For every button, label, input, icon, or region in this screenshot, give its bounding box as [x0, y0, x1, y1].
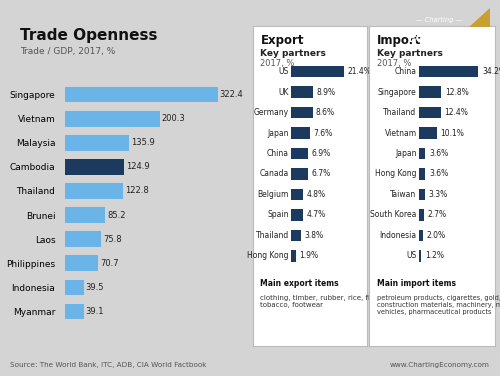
Text: 2.0%: 2.0%	[426, 231, 446, 240]
Text: Singapore: Singapore	[378, 88, 416, 97]
Text: clothing, timber, rubber, rice, fish,
tobacco, footwear: clothing, timber, rubber, rice, fish, to…	[260, 295, 381, 308]
Text: — Charting —: — Charting —	[416, 17, 463, 23]
Text: Export: Export	[260, 34, 304, 47]
Bar	[292, 189, 303, 200]
Text: petroleum products, cigarettes, gold,
construction materials, machinery, motor
v: petroleum products, cigarettes, gold, co…	[378, 295, 500, 315]
Text: Japan: Japan	[395, 149, 416, 158]
Text: ®: ®	[476, 50, 484, 56]
Text: Indonesia: Indonesia	[380, 231, 416, 240]
Text: 2.7%: 2.7%	[428, 211, 446, 219]
Bar	[419, 250, 421, 262]
Text: 12.4%: 12.4%	[444, 108, 468, 117]
Text: 322.4: 322.4	[220, 90, 244, 99]
Text: China: China	[394, 67, 416, 76]
Text: Belgium: Belgium	[258, 190, 289, 199]
Polygon shape	[468, 8, 490, 27]
Text: 200.3: 200.3	[162, 114, 186, 123]
Bar	[65, 255, 98, 271]
Text: 21.4%: 21.4%	[348, 67, 372, 76]
Bar	[292, 230, 300, 241]
Text: 4.7%: 4.7%	[306, 211, 326, 219]
Text: 8.9%: 8.9%	[316, 88, 336, 97]
Text: US: US	[406, 251, 416, 260]
Text: South Korea: South Korea	[370, 211, 416, 219]
Bar	[65, 87, 218, 103]
Bar	[419, 230, 422, 241]
Bar	[419, 209, 424, 221]
Bar	[65, 111, 160, 127]
Bar	[419, 189, 425, 200]
Text: Main export items: Main export items	[260, 279, 339, 288]
Text: Import: Import	[378, 34, 422, 47]
Bar	[65, 159, 124, 175]
Bar	[292, 250, 296, 262]
Bar	[419, 107, 440, 118]
Bar	[419, 168, 426, 180]
Text: Main import items: Main import items	[378, 279, 456, 288]
Bar	[65, 207, 106, 223]
Text: 6.9%: 6.9%	[312, 149, 331, 158]
Text: 2017, %: 2017, %	[260, 59, 295, 68]
Text: Spain: Spain	[268, 211, 289, 219]
Bar	[419, 66, 478, 77]
Text: 1.9%: 1.9%	[300, 251, 318, 260]
Bar	[65, 303, 84, 319]
Text: Hong Kong: Hong Kong	[248, 251, 289, 260]
Bar	[292, 107, 312, 118]
Text: 3.8%: 3.8%	[304, 231, 323, 240]
Text: 39.1: 39.1	[86, 307, 104, 316]
Text: www.ChartingEconomy.com: www.ChartingEconomy.com	[390, 362, 490, 368]
Text: China: China	[267, 149, 289, 158]
Bar	[292, 148, 308, 159]
Text: UK: UK	[278, 88, 289, 97]
Bar	[419, 86, 442, 98]
Text: ECONOMY: ECONOMY	[408, 34, 470, 44]
Text: Key partners: Key partners	[260, 49, 326, 58]
Text: 2017, %: 2017, %	[378, 59, 412, 68]
Bar	[292, 66, 344, 77]
Bar	[65, 279, 84, 295]
Text: Trade Openness: Trade Openness	[20, 28, 158, 43]
Text: 10.1%: 10.1%	[440, 129, 464, 138]
Bar	[292, 127, 310, 139]
Text: Key partners: Key partners	[378, 49, 443, 58]
Text: 124.9: 124.9	[126, 162, 150, 171]
Bar	[292, 86, 313, 98]
Bar	[292, 168, 308, 180]
Text: Thailand: Thailand	[256, 231, 289, 240]
Text: 135.9: 135.9	[132, 138, 155, 147]
Text: Canada: Canada	[260, 170, 289, 179]
Bar	[65, 231, 101, 247]
Text: 122.8: 122.8	[125, 186, 149, 196]
Bar	[419, 127, 436, 139]
Text: 85.2: 85.2	[108, 211, 126, 220]
Text: 6.7%: 6.7%	[311, 170, 330, 179]
Text: Hong Kong: Hong Kong	[375, 170, 416, 179]
Text: Japan: Japan	[268, 129, 289, 138]
Text: Taiwan: Taiwan	[390, 190, 416, 199]
Text: 7.6%: 7.6%	[314, 129, 332, 138]
Text: 3.3%: 3.3%	[428, 190, 448, 199]
Bar	[65, 135, 130, 151]
Text: 75.8: 75.8	[103, 235, 122, 244]
Text: 8.6%: 8.6%	[316, 108, 335, 117]
Text: Thailand: Thailand	[384, 108, 416, 117]
Text: 1.2%: 1.2%	[425, 251, 444, 260]
Text: 4.8%: 4.8%	[306, 190, 326, 199]
Bar	[292, 209, 303, 221]
Text: Germany: Germany	[254, 108, 289, 117]
Text: 39.5: 39.5	[86, 283, 104, 292]
Text: Source: The World Bank, ITC, ADB, CIA World Factbook: Source: The World Bank, ITC, ADB, CIA Wo…	[10, 362, 206, 368]
Text: 3.6%: 3.6%	[429, 149, 448, 158]
Text: 70.7: 70.7	[100, 259, 119, 268]
Text: 34.2%: 34.2%	[482, 67, 500, 76]
Text: 12.8%: 12.8%	[445, 88, 469, 97]
Bar	[419, 148, 426, 159]
Text: 3.6%: 3.6%	[429, 170, 448, 179]
Text: Vietnam: Vietnam	[384, 129, 416, 138]
Bar	[65, 183, 123, 199]
Text: Trade / GDP, 2017, %: Trade / GDP, 2017, %	[20, 47, 116, 56]
Text: US: US	[278, 67, 289, 76]
